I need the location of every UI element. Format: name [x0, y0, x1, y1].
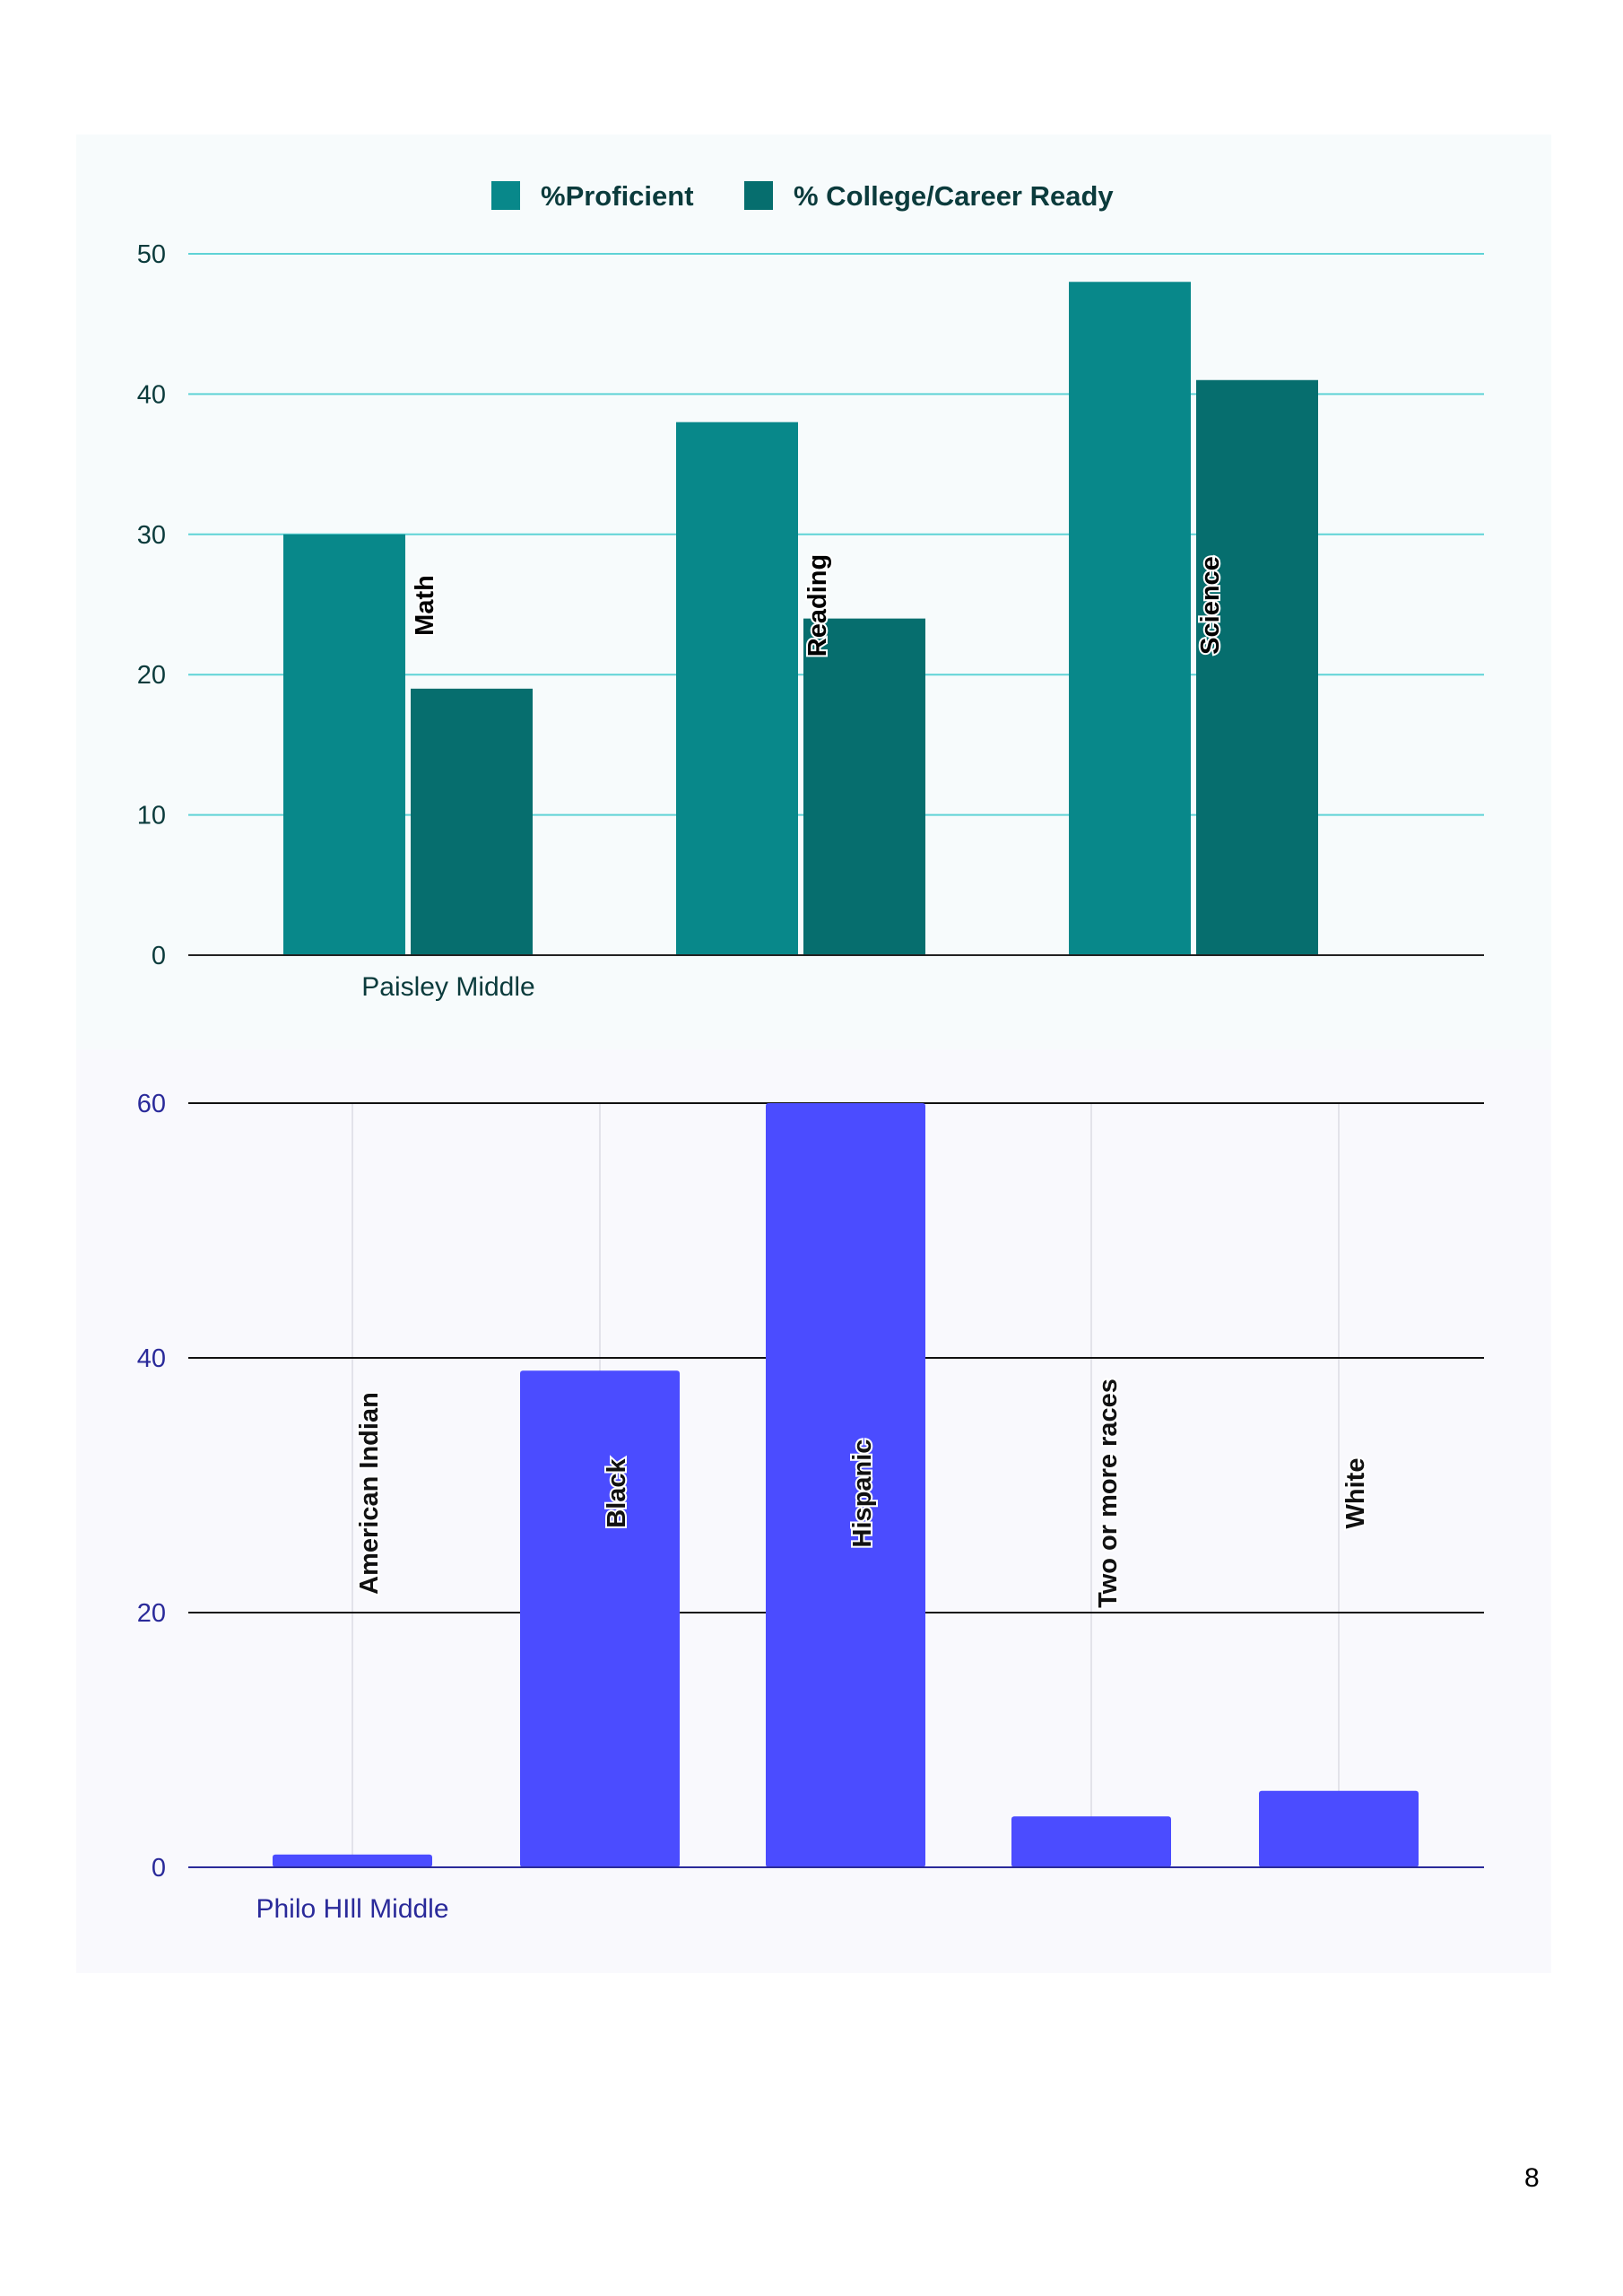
bar-two-or-more-races — [1011, 1816, 1171, 1867]
bar-black — [520, 1370, 680, 1867]
category-label: Two or more races — [1094, 1378, 1123, 1608]
bar-proficient-math — [283, 534, 405, 955]
bar-proficient-science — [1069, 282, 1191, 955]
category-label: Reading — [803, 554, 832, 657]
legend-swatch-ccr — [744, 181, 773, 210]
y-tick-label: 20 — [137, 1599, 166, 1628]
y-tick-label: 0 — [152, 942, 166, 970]
y-tick-label: 50 — [137, 240, 166, 269]
bar-american-indian — [273, 1854, 432, 1867]
y-tick-label: 20 — [137, 661, 166, 690]
legend-label-ccr: % College/Career Ready — [794, 180, 1114, 212]
y-tick-label: 0 — [152, 1854, 166, 1883]
chart-panel-paisley: 0 10 20 30 40 50 Math Reading Science Paisley Mid… — [76, 135, 1551, 1049]
bar-ccr-reading — [803, 618, 925, 955]
chart-panel-philo-hill: 0 20 40 60 American Indian Black Hispanic Two o… — [76, 1049, 1551, 1973]
bar-ccr-science — [1196, 379, 1318, 955]
category-label: American Indian — [355, 1392, 384, 1595]
bar-hispanic — [766, 1103, 925, 1867]
y-tick-label: 10 — [137, 802, 166, 831]
y-tick-label: 40 — [137, 380, 166, 409]
x-axis-label: Paisley Middle — [361, 972, 534, 1002]
y-tick-label: 30 — [137, 521, 166, 550]
x-axis-label: Philo HIll Middle — [256, 1894, 448, 1924]
category-label: Black — [603, 1457, 631, 1527]
page-number: 8 — [1524, 2163, 1540, 2193]
y-tick-label: 60 — [137, 1090, 166, 1118]
category-label: Science — [1196, 556, 1225, 655]
category-label: White — [1341, 1458, 1370, 1529]
bar-chart-paisley: 0 10 20 30 40 50 Math Reading Science Paisley Mid… — [137, 180, 1484, 1002]
y-tick-label: 40 — [137, 1344, 166, 1373]
bar-ccr-math — [411, 688, 533, 955]
category-label: Math — [411, 575, 439, 636]
bar-proficient-reading — [676, 422, 798, 955]
bar-white — [1259, 1790, 1419, 1867]
category-label: Hispanic — [848, 1439, 877, 1548]
bar-chart-philo-hill: 0 20 40 60 American Indian Black Hispanic Two o… — [137, 1090, 1484, 1924]
legend-label-proficient: %Proficient — [541, 180, 694, 212]
legend-swatch-proficient — [491, 181, 520, 210]
